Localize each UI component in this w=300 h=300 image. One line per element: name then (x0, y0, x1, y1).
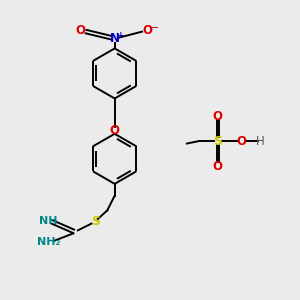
Text: O: O (110, 124, 120, 137)
Text: O: O (142, 24, 152, 37)
Text: S: S (213, 135, 222, 148)
Text: O: O (236, 135, 246, 148)
Text: NH: NH (39, 216, 58, 226)
Text: O: O (76, 24, 86, 37)
Text: +: + (117, 31, 125, 40)
Text: NH₂: NH₂ (37, 238, 60, 248)
Text: O: O (213, 160, 223, 173)
Text: S: S (91, 215, 100, 228)
Text: H: H (256, 135, 265, 148)
Text: N: N (110, 32, 120, 45)
Text: O: O (213, 110, 223, 123)
Text: −: − (150, 23, 160, 33)
